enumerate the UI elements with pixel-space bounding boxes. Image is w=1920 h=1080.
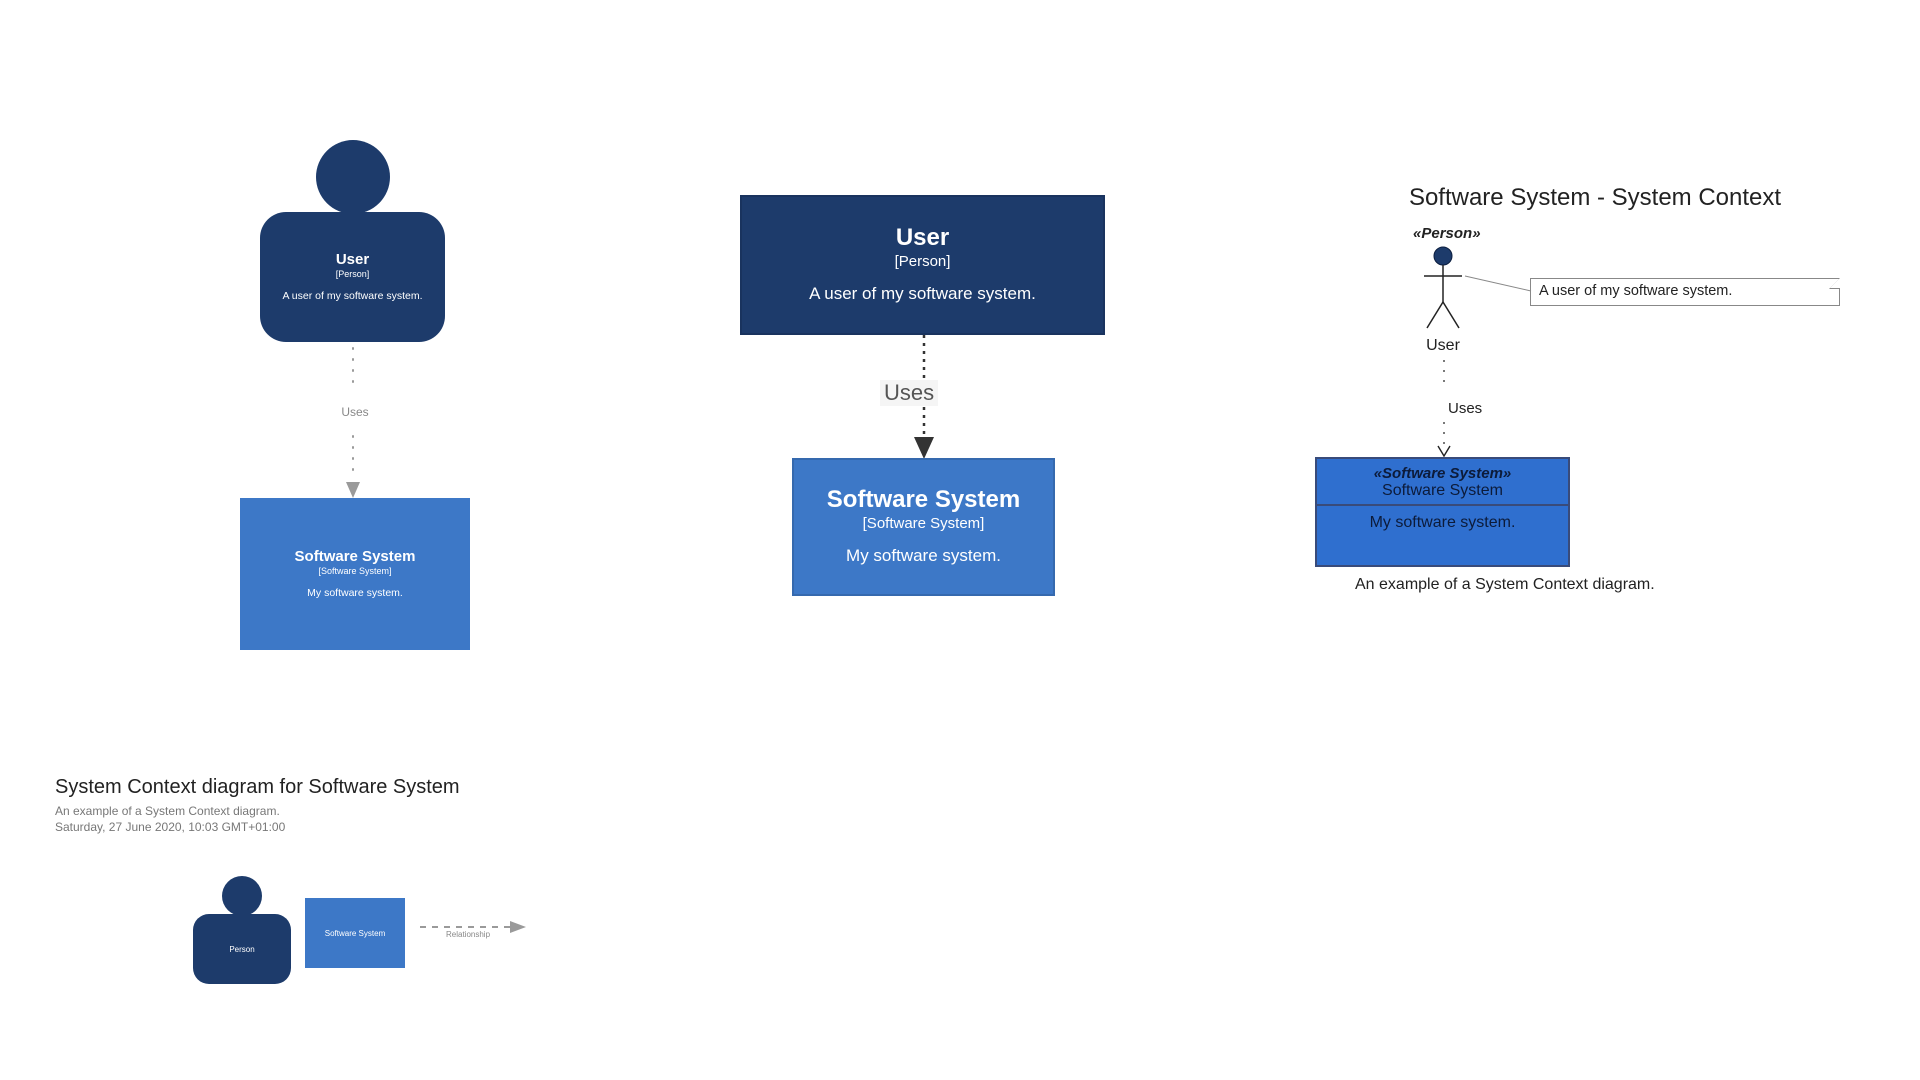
d3-system-stereotype: «Software System» <box>1321 465 1564 482</box>
legend-person-body: Person <box>193 914 291 984</box>
d2-person-subtitle: [Person] <box>895 254 951 271</box>
d1-person-subtitle: [Person] <box>336 270 370 280</box>
legend-relationship-label: Relationship <box>446 930 490 939</box>
d1-person-body: User [Person] A user of my software syst… <box>260 212 445 342</box>
d3-system-name: Software System <box>1321 482 1564 500</box>
legend-system-shape: Software System <box>305 898 405 968</box>
d3-edge-label: Uses <box>1448 400 1482 417</box>
d1-system-subtitle: [Software System] <box>318 567 391 577</box>
d3-system-header: «Software System» Software System <box>1317 459 1568 506</box>
d3-title: Software System - System Context <box>1345 184 1845 212</box>
d2-edge-label: Uses <box>880 380 938 406</box>
d1-person-title: User <box>336 252 369 269</box>
d3-system-desc: My software system. <box>1317 506 1568 540</box>
d2-person-desc: A user of my software system. <box>809 284 1036 304</box>
d1-person-node: User [Person] A user of my software syst… <box>260 140 445 350</box>
d1-system-title: Software System <box>295 549 416 566</box>
d3-person-name: User <box>1418 337 1468 355</box>
d1-person-head <box>316 140 390 214</box>
legend-person-label: Person <box>229 945 254 954</box>
d1-edge-label: Uses <box>310 405 400 419</box>
d3-person-stereotype: «Person» <box>1413 225 1473 242</box>
d3-system-node: «Software System» Software System My sof… <box>1315 457 1570 567</box>
d3-note-connector <box>1465 276 1535 296</box>
legend-title: System Context diagram for Software Syst… <box>55 776 460 799</box>
d1-system-desc: My software system. <box>307 587 403 600</box>
legend-date: Saturday, 27 June 2020, 10:03 GMT+01:00 <box>55 820 285 834</box>
d2-person-node: User [Person] A user of my software syst… <box>740 195 1105 335</box>
d3-stickfigure-icon <box>1418 246 1468 336</box>
d1-edge <box>351 348 355 500</box>
d2-system-title: Software System <box>827 487 1020 513</box>
d1-person-desc: A user of my software system. <box>282 290 422 303</box>
legend-person-head <box>222 876 262 916</box>
d2-system-node: Software System [Software System] My sof… <box>792 458 1055 596</box>
legend-person-shape: Person <box>193 876 291 986</box>
d2-person-title: User <box>896 225 949 251</box>
legend-system-label: Software System <box>325 929 385 938</box>
d1-system-node: Software System [Software System] My sof… <box>240 498 470 650</box>
d3-note: A user of my software system. <box>1530 278 1840 306</box>
d2-system-subtitle: [Software System] <box>863 516 985 533</box>
legend-subtitle: An example of a System Context diagram. <box>55 804 280 818</box>
d3-caption: An example of a System Context diagram. <box>1355 576 1655 594</box>
d2-system-desc: My software system. <box>846 546 1001 566</box>
